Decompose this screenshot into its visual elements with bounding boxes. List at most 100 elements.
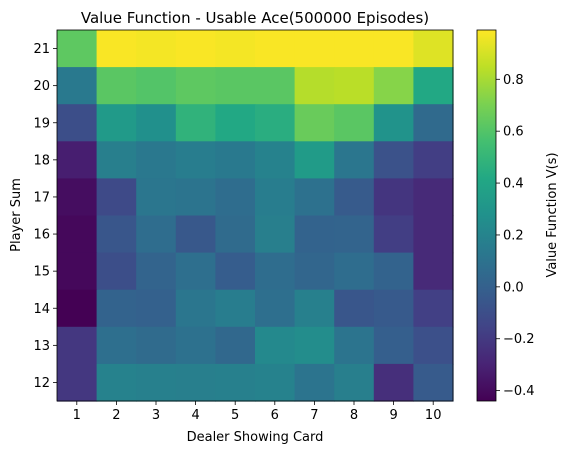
- x-tick-label: 5: [231, 408, 239, 423]
- y-tick-label: 16: [33, 228, 50, 243]
- heatmap-cell: [334, 252, 375, 291]
- heatmap-cell: [215, 67, 256, 105]
- heatmap-cell: [96, 104, 137, 142]
- heatmap-cell: [334, 67, 375, 105]
- heatmap-cell: [215, 289, 256, 328]
- heatmap-cell: [334, 141, 375, 179]
- heatmap-cell: [96, 363, 137, 402]
- y-axis-label: Player Sum: [9, 178, 24, 252]
- heatmap-cell: [136, 326, 177, 365]
- heatmap-cell: [413, 30, 454, 68]
- heatmap-cells: [57, 30, 454, 402]
- colorbar-tick-label: 0.2: [503, 228, 524, 243]
- heatmap-cell: [57, 363, 98, 402]
- heatmap-cell: [96, 215, 137, 254]
- heatmap-cell: [294, 104, 335, 142]
- heatmap-cell: [373, 178, 414, 217]
- heatmap-cell: [294, 215, 335, 254]
- heatmap-cell: [175, 178, 216, 217]
- heatmap-cell: [136, 30, 177, 68]
- y-tick-label: 18: [33, 153, 50, 168]
- heatmap-cell: [255, 326, 296, 365]
- heatmap-cell: [57, 289, 98, 328]
- colorbar-axis: −0.4 −0.2 0.0 0.2 0.4 0.6 0.8: [496, 73, 535, 399]
- plot-frame: [56, 29, 454, 402]
- heatmap-cell: [57, 104, 98, 142]
- heatmap-cell: [175, 215, 216, 254]
- heatmap-cell: [413, 104, 454, 142]
- heatmap-cell: [373, 104, 414, 142]
- colorbar-tick-label: 0.8: [503, 73, 524, 88]
- heatmap-cell: [96, 141, 137, 179]
- heatmap-cell: [413, 326, 454, 365]
- colorbar-tick-label: −0.2: [503, 332, 535, 347]
- heatmap-cell: [413, 67, 454, 105]
- heatmap-cell: [175, 363, 216, 402]
- heatmap-cell: [175, 104, 216, 142]
- heatmap-cell: [413, 178, 454, 217]
- y-tick-label: 17: [33, 190, 50, 205]
- colorbar-label: Value Function V(s): [545, 152, 560, 277]
- heatmap-cell: [413, 141, 454, 179]
- heatmap-cell: [57, 215, 98, 254]
- y-tick-label: 19: [33, 116, 50, 131]
- y-tick-label: 15: [33, 265, 50, 280]
- heatmap-cell: [57, 178, 98, 217]
- heatmap-cell: [373, 67, 414, 105]
- colorbar-tick-label: 0.0: [503, 280, 524, 295]
- x-tick-label: 3: [152, 408, 160, 423]
- heatmap-cell: [96, 326, 137, 365]
- heatmap-cell: [96, 178, 137, 217]
- colorbar: [477, 30, 496, 401]
- heatmap-cell: [294, 326, 335, 365]
- heatmap-cell: [255, 141, 296, 179]
- heatmap-cell: [334, 289, 375, 328]
- colorbar-tick-label: 0.4: [503, 177, 524, 192]
- heatmap-cell: [255, 215, 296, 254]
- heatmap-cell: [373, 141, 414, 179]
- heatmap-cell: [294, 141, 335, 179]
- heatmap-cell: [255, 30, 296, 68]
- heatmap-cell: [215, 363, 256, 402]
- heatmap-cell: [373, 30, 414, 68]
- heatmap-cell: [57, 141, 98, 179]
- heatmap-cell: [294, 363, 335, 402]
- x-axis: 1 2 3 4 5 6 7 8 9 10: [73, 401, 441, 423]
- heatmap-cell: [175, 67, 216, 105]
- heatmap-cell: [136, 141, 177, 179]
- heatmap-cell: [373, 252, 414, 291]
- colorbar-frame: [476, 29, 497, 402]
- heatmap-cell: [136, 215, 177, 254]
- heatmap-cell: [215, 178, 256, 217]
- x-tick-label: 1: [73, 408, 81, 423]
- heatmap-cell: [373, 363, 414, 402]
- heatmap-cell: [175, 141, 216, 179]
- heatmap-cell: [175, 289, 216, 328]
- heatmap-cell: [373, 326, 414, 365]
- heatmap-cell: [136, 252, 177, 291]
- colorbar-tick-label: −0.4: [503, 384, 535, 399]
- heatmap-cell: [215, 141, 256, 179]
- y-tick-label: 12: [33, 376, 50, 391]
- x-axis-label: Dealer Showing Card: [187, 430, 324, 445]
- heatmap-cell: [96, 289, 137, 328]
- x-tick-label: 8: [350, 408, 358, 423]
- heatmap-cell: [255, 178, 296, 217]
- x-tick-label: 6: [271, 408, 279, 423]
- heatmap-cell: [215, 215, 256, 254]
- heatmap-cell: [255, 252, 296, 291]
- heatmap-cell: [373, 215, 414, 254]
- heatmap-cell: [215, 104, 256, 142]
- heatmap-cell: [334, 104, 375, 142]
- heatmap-cell: [255, 289, 296, 328]
- heatmap-cell: [255, 363, 296, 402]
- heatmap-cell: [215, 326, 256, 365]
- heatmap-cell: [373, 289, 414, 328]
- x-tick-label: 7: [310, 408, 318, 423]
- heatmap-cell: [57, 67, 98, 105]
- heatmap-cell: [215, 30, 256, 68]
- y-tick-label: 20: [33, 79, 50, 94]
- heatmap-cell: [96, 67, 137, 105]
- heatmap-cell: [175, 326, 216, 365]
- colorbar-tick-label: 0.6: [503, 125, 524, 140]
